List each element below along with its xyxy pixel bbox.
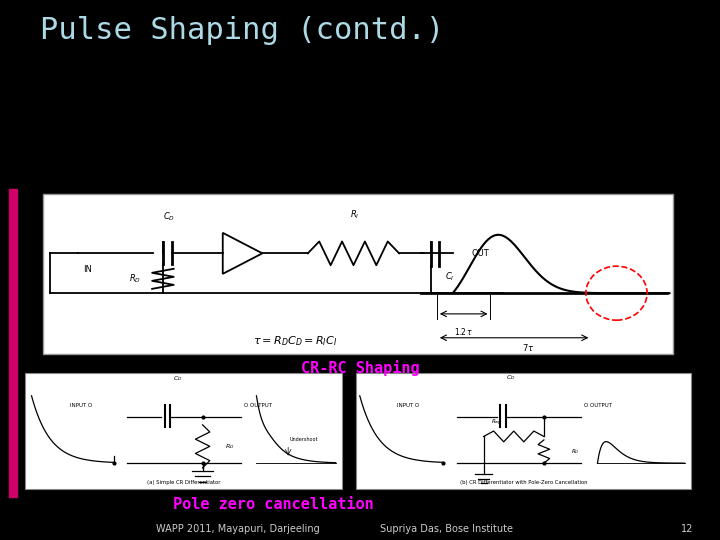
Text: O OUTPUT: O OUTPUT xyxy=(584,403,612,408)
Bar xyxy=(9,189,17,497)
Bar xyxy=(43,194,673,354)
Text: $R_D$: $R_D$ xyxy=(571,447,580,456)
Text: (b) CR Differentiator with Pole-Zero Cancellation: (b) CR Differentiator with Pole-Zero Can… xyxy=(460,480,588,485)
Bar xyxy=(356,373,691,489)
Text: $C_D$: $C_D$ xyxy=(163,211,175,223)
Text: Pulse Shaping (contd.): Pulse Shaping (contd.) xyxy=(40,16,444,45)
Text: Pole zero cancellation: Pole zero cancellation xyxy=(174,497,374,512)
Bar xyxy=(25,373,342,489)
Text: $R_{wp}$: $R_{wp}$ xyxy=(491,418,503,428)
Text: INPUT O: INPUT O xyxy=(70,403,92,408)
Text: IN: IN xyxy=(83,265,91,274)
Text: (a) Simple CR Differentiator: (a) Simple CR Differentiator xyxy=(147,480,220,485)
Text: $C_D$: $C_D$ xyxy=(173,374,182,383)
Text: 12: 12 xyxy=(681,524,694,534)
Text: $\tau = R_D C_D = R_I C_I$: $\tau = R_D C_D = R_I C_I$ xyxy=(253,334,338,348)
Text: $R_I$: $R_I$ xyxy=(351,209,360,221)
Text: Supriya Das, Bose Institute: Supriya Das, Bose Institute xyxy=(380,524,513,534)
Text: $7\tau$: $7\tau$ xyxy=(522,342,535,353)
Text: INPUT O: INPUT O xyxy=(397,403,419,408)
Text: OUT: OUT xyxy=(472,249,490,258)
Text: Undershoot: Undershoot xyxy=(289,437,318,442)
Text: WAPP 2011, Mayapuri, Darjeeling: WAPP 2011, Mayapuri, Darjeeling xyxy=(156,524,320,534)
Text: $C_D$: $C_D$ xyxy=(505,373,516,382)
Text: $R_D$: $R_D$ xyxy=(225,442,234,451)
Text: $R_D$: $R_D$ xyxy=(129,273,141,285)
Text: $1.2\,\tau$: $1.2\,\tau$ xyxy=(454,326,474,337)
Text: CR-RC Shaping: CR-RC Shaping xyxy=(301,360,419,376)
Text: O OUTPUT: O OUTPUT xyxy=(244,403,271,408)
Text: $C_I$: $C_I$ xyxy=(445,271,454,284)
